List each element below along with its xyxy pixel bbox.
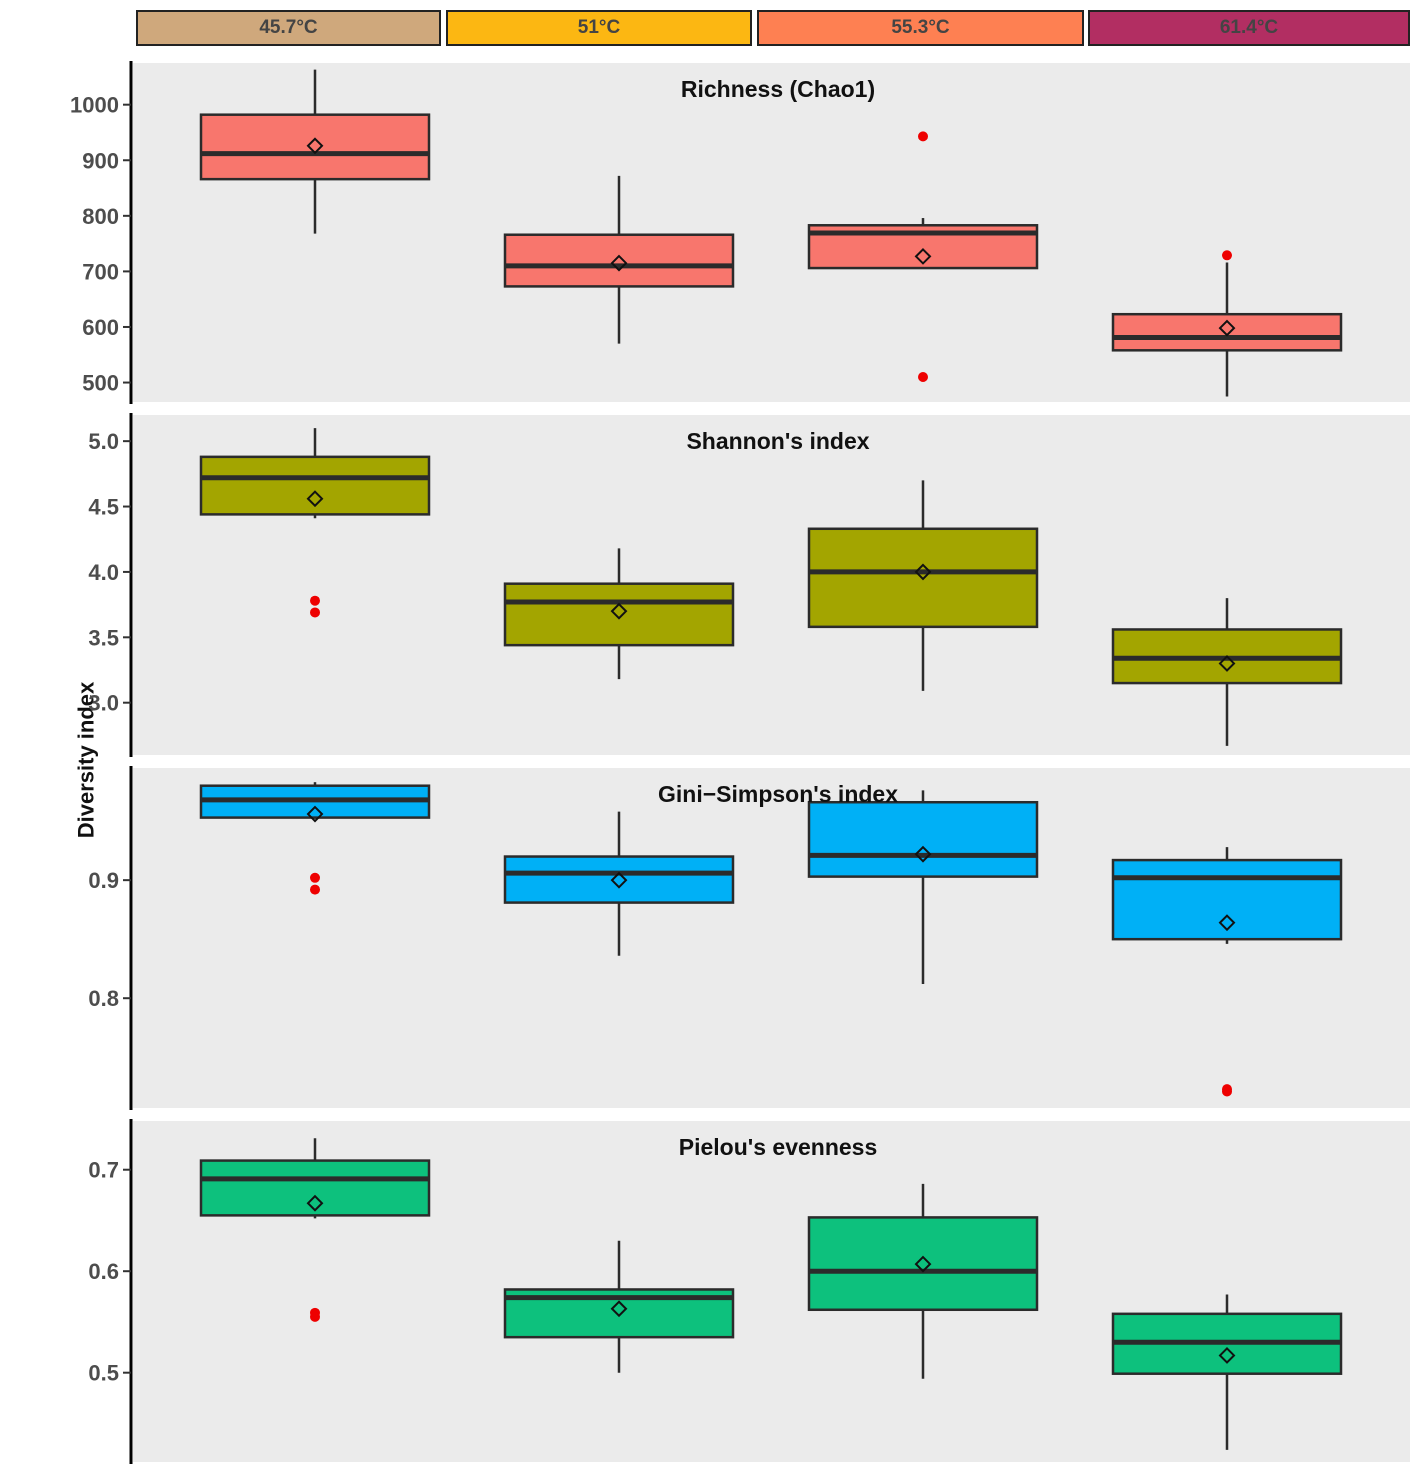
mean-marker (306, 1194, 324, 1212)
box-body (1111, 312, 1343, 352)
box-body (503, 582, 735, 647)
strip-45-7: 45.7°C (136, 10, 441, 46)
outlier-point (918, 371, 928, 382)
box-body (807, 1216, 1039, 1312)
strip-55-3: 55.3°C (757, 10, 1084, 46)
panel-title: Richness (Chao1) (681, 76, 875, 102)
outlier-point (1222, 1084, 1232, 1095)
y-tick-label: 4.5 (88, 495, 119, 520)
panel-title: Shannon's index (686, 428, 869, 454)
mean-marker (1218, 1347, 1236, 1364)
mean-marker (610, 254, 628, 272)
box-body (1111, 858, 1343, 941)
outlier-point (310, 607, 320, 618)
mean-marker (610, 1300, 628, 1318)
panel-title: Gini−Simpson's index (658, 781, 898, 807)
mean-marker (914, 247, 932, 265)
strip-61-4: 61.4°C (1088, 10, 1410, 46)
mean-marker (1218, 914, 1236, 932)
y-tick-label: 900 (82, 148, 119, 173)
y-tick-label: 0.5 (88, 1361, 119, 1386)
y-tick-label: 600 (82, 315, 119, 340)
y-tick-label: 3.0 (88, 691, 119, 716)
y-tick-label: 4.0 (88, 560, 119, 585)
mean-marker (1218, 655, 1236, 672)
y-tick-label: 0.7 (88, 1158, 119, 1183)
mean-marker (914, 1255, 932, 1273)
box-body (199, 1159, 431, 1217)
outlier-point (918, 131, 928, 142)
mean-marker (306, 137, 324, 155)
outlier-point (310, 884, 320, 895)
y-tick-label: 5.0 (88, 429, 119, 454)
mean-marker (306, 490, 324, 508)
box-body (503, 233, 735, 288)
mean-marker (914, 845, 932, 863)
box-body (199, 113, 431, 181)
y-tick-label: 700 (82, 259, 119, 284)
outlier-point (1222, 250, 1232, 261)
outlier-point (310, 595, 320, 606)
mean-marker (914, 563, 932, 581)
mean-marker (610, 871, 628, 889)
box-body (807, 800, 1039, 878)
strip-51: 51°C (446, 10, 752, 46)
panel-title: Pielou's evenness (679, 1134, 878, 1160)
mean-marker (610, 602, 628, 620)
y-tick-label: 500 (82, 371, 119, 396)
y-tick-label: 3.5 (88, 625, 119, 650)
mean-marker (1218, 319, 1236, 337)
y-tick-label: 0.6 (88, 1259, 119, 1284)
outlier-point (310, 1307, 320, 1318)
box-body (199, 455, 431, 516)
y-tick-label: 0.8 (88, 986, 119, 1011)
outlier-point (310, 872, 320, 883)
y-tick-label: 800 (82, 204, 119, 229)
y-tick-label: 1000 (70, 93, 119, 118)
mean-marker (306, 805, 324, 823)
box-body (503, 855, 735, 904)
y-tick-label: 0.9 (88, 868, 119, 893)
